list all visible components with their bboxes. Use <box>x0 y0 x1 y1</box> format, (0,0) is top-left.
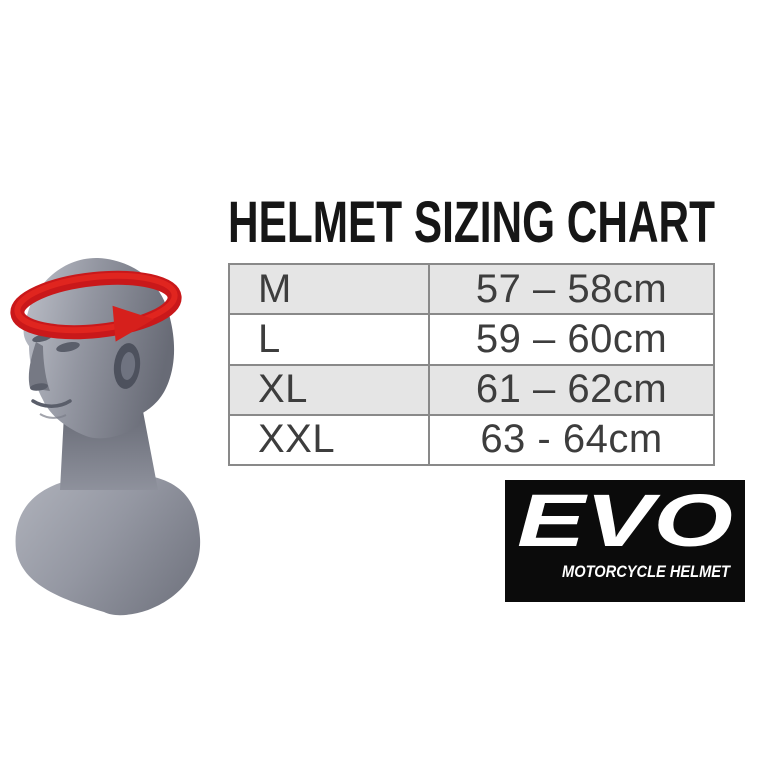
brand-tagline-text: MOTORCYCLE HELMET <box>562 562 731 581</box>
head-shape <box>23 257 175 439</box>
size-cell: XL <box>230 365 430 414</box>
page-title-text: HELMET SIZING CHART <box>228 196 715 252</box>
range-cell: 59 – 60cm <box>475 316 668 361</box>
range-cell: 63 - 64cm <box>480 417 663 462</box>
brand-name-text: EVO <box>517 480 733 562</box>
head-measurement-illustration <box>0 248 220 633</box>
size-cell: XXL <box>230 415 430 464</box>
bust-shape <box>15 473 201 616</box>
page-title: HELMET SIZING CHART <box>228 190 715 255</box>
evo-logo-svg: EVO MOTORCYCLE HELMET <box>517 479 733 581</box>
size-cell: L <box>230 315 430 364</box>
table-row: XL 61 – 62cm <box>230 363 713 414</box>
measuring-arrow-icon <box>10 270 182 342</box>
range-cell: 57 – 58cm <box>475 266 668 311</box>
size-chart-table: M 57 – 58cm L 59 – 60cm XL 61 – 62cm XXL… <box>228 263 715 466</box>
table-row: L 59 – 60cm <box>230 313 713 364</box>
size-cell: M <box>230 265 430 314</box>
table-row: M 57 – 58cm <box>230 265 713 314</box>
evo-logo: EVO MOTORCYCLE HELMET <box>505 479 745 602</box>
range-cell: 61 – 62cm <box>475 367 668 412</box>
face-features <box>28 323 141 419</box>
mannequin-head-svg <box>10 257 201 616</box>
table-row: XXL 63 - 64cm <box>230 413 713 464</box>
page-title-svg: HELMET SIZING CHART <box>228 190 715 255</box>
